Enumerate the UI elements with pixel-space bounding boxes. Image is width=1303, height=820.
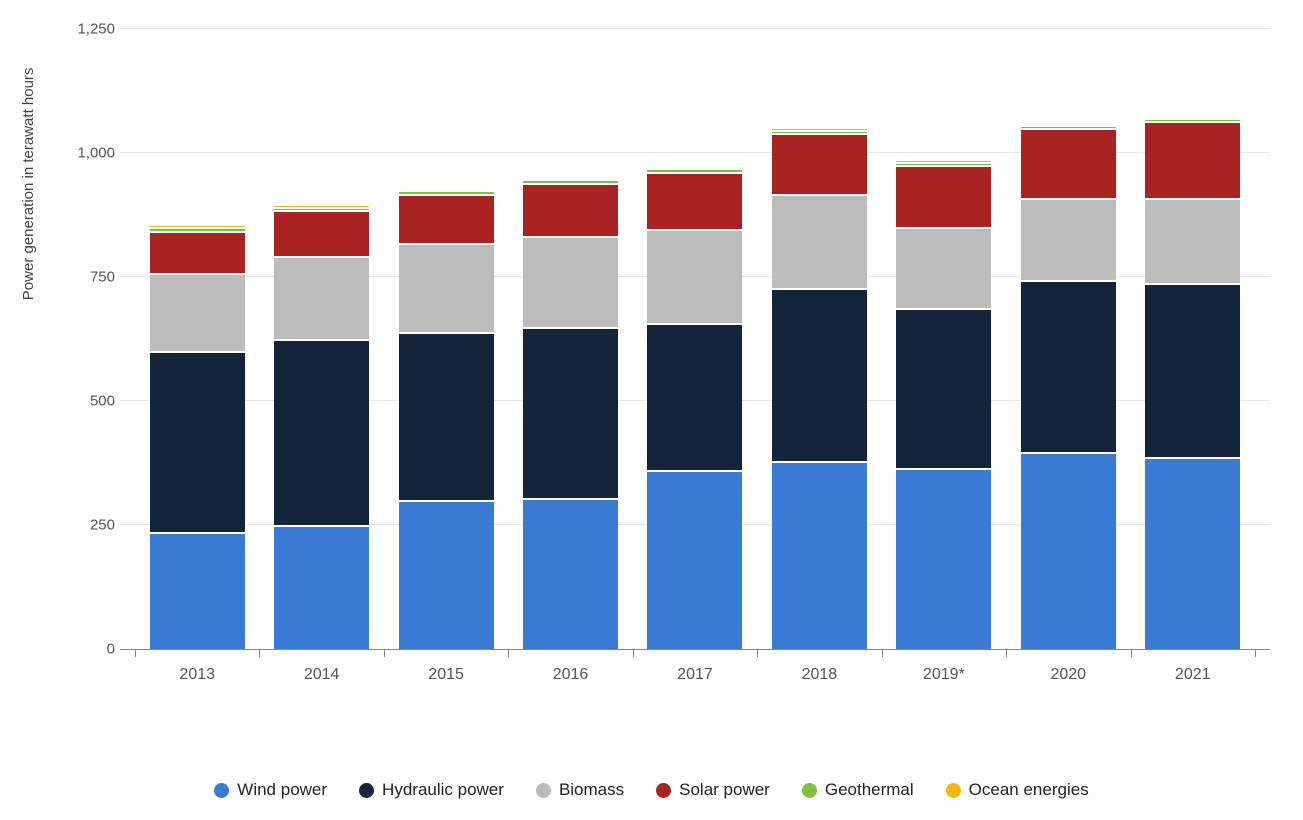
bar-segment-wind[interactable] bbox=[647, 470, 742, 649]
legend-item-wind[interactable]: Wind power bbox=[214, 780, 327, 800]
y-tick-label: 500 bbox=[65, 393, 115, 410]
bar-segment-hydraulic[interactable] bbox=[647, 323, 742, 471]
legend-swatch-icon bbox=[656, 783, 671, 798]
x-axis-label: 2015 bbox=[428, 666, 464, 684]
bar-segment-hydraulic[interactable] bbox=[896, 308, 991, 468]
x-axis-label: 2019* bbox=[923, 666, 965, 684]
x-axis-label: 2016 bbox=[553, 666, 589, 684]
x-tick bbox=[384, 649, 385, 657]
y-tick-label: 1,000 bbox=[65, 145, 115, 162]
legend-item-biomass[interactable]: Biomass bbox=[536, 780, 624, 800]
bar-segment-biomass[interactable] bbox=[896, 227, 991, 307]
bar-segment-hydraulic[interactable] bbox=[1021, 280, 1116, 451]
bar-segment-wind[interactable] bbox=[896, 468, 991, 649]
bar-segment-wind[interactable] bbox=[399, 500, 494, 649]
bar-segment-solar[interactable] bbox=[896, 165, 991, 227]
legend-label: Biomass bbox=[559, 780, 624, 800]
bar-group: 2015 bbox=[399, 190, 494, 649]
legend-item-hydraulic[interactable]: Hydraulic power bbox=[359, 780, 504, 800]
bar-segment-solar[interactable] bbox=[1021, 128, 1116, 197]
legend-label: Hydraulic power bbox=[382, 780, 504, 800]
bar-segment-solar[interactable] bbox=[772, 133, 867, 194]
bar-segment-biomass[interactable] bbox=[1021, 198, 1116, 281]
bar-group: 2019* bbox=[896, 161, 991, 649]
y-axis-label: Power generation in terawatt hours bbox=[20, 68, 37, 301]
bar-segment-hydraulic[interactable] bbox=[150, 351, 245, 532]
bar-group: 2016 bbox=[523, 179, 618, 649]
x-tick bbox=[1131, 649, 1132, 657]
legend-label: Solar power bbox=[679, 780, 770, 800]
gridline bbox=[120, 28, 1270, 29]
bar-segment-hydraulic[interactable] bbox=[523, 327, 618, 498]
x-tick bbox=[757, 649, 758, 657]
bar-segment-wind[interactable] bbox=[274, 525, 369, 649]
bar-group: 2014 bbox=[274, 206, 369, 649]
y-tick-label: 750 bbox=[65, 269, 115, 286]
bar-segment-hydraulic[interactable] bbox=[274, 339, 369, 525]
legend-swatch-icon bbox=[359, 783, 374, 798]
legend-swatch-icon bbox=[946, 783, 961, 798]
x-axis-label: 2018 bbox=[802, 666, 838, 684]
bar-segment-solar[interactable] bbox=[1145, 121, 1240, 198]
legend-item-geothermal[interactable]: Geothermal bbox=[802, 780, 914, 800]
legend-swatch-icon bbox=[802, 783, 817, 798]
bar-segment-biomass[interactable] bbox=[647, 229, 742, 322]
bar-segment-wind[interactable] bbox=[150, 532, 245, 649]
legend-item-solar[interactable]: Solar power bbox=[656, 780, 770, 800]
power-generation-chart: Power generation in terawatt hours 02505… bbox=[30, 20, 1273, 720]
y-tick-label: 0 bbox=[65, 641, 115, 658]
bar-segment-hydraulic[interactable] bbox=[772, 288, 867, 461]
x-tick bbox=[1255, 649, 1256, 657]
x-axis-label: 2013 bbox=[179, 666, 215, 684]
bar-segment-hydraulic[interactable] bbox=[1145, 283, 1240, 457]
x-tick bbox=[633, 649, 634, 657]
plot-area: 02505007501,0001,25020132014201520162017… bbox=[120, 30, 1270, 650]
bar-segment-wind[interactable] bbox=[1021, 452, 1116, 649]
bar-segment-biomass[interactable] bbox=[1145, 198, 1240, 283]
bar-segment-solar[interactable] bbox=[150, 231, 245, 273]
y-tick-label: 250 bbox=[65, 517, 115, 534]
x-axis-label: 2021 bbox=[1175, 666, 1211, 684]
bar-group: 2018 bbox=[772, 129, 867, 649]
bar-segment-wind[interactable] bbox=[523, 498, 618, 649]
bar-segment-hydraulic[interactable] bbox=[399, 332, 494, 501]
legend-label: Geothermal bbox=[825, 780, 914, 800]
x-tick bbox=[259, 649, 260, 657]
bar-group: 2013 bbox=[150, 226, 245, 649]
legend-item-ocean[interactable]: Ocean energies bbox=[946, 780, 1089, 800]
legend-label: Ocean energies bbox=[969, 780, 1089, 800]
legend-swatch-icon bbox=[214, 783, 229, 798]
bar-segment-solar[interactable] bbox=[399, 194, 494, 244]
bar-group: 2017 bbox=[647, 168, 742, 649]
bars-container: 2013 2014 2015 2016 2017 2018 2019* 2020 2021 bbox=[120, 30, 1270, 649]
x-tick bbox=[1006, 649, 1007, 657]
bar-segment-biomass[interactable] bbox=[772, 194, 867, 288]
x-tick bbox=[882, 649, 883, 657]
legend-label: Wind power bbox=[237, 780, 327, 800]
bar-segment-solar[interactable] bbox=[647, 172, 742, 229]
bar-group: 2021 bbox=[1145, 118, 1240, 649]
x-axis-label: 2020 bbox=[1050, 666, 1086, 684]
x-tick bbox=[135, 649, 136, 657]
bar-segment-solar[interactable] bbox=[523, 183, 618, 237]
x-axis-label: 2017 bbox=[677, 666, 713, 684]
bar-segment-wind[interactable] bbox=[772, 461, 867, 649]
bar-segment-biomass[interactable] bbox=[150, 273, 245, 351]
bar-segment-biomass[interactable] bbox=[523, 236, 618, 326]
x-axis-label: 2014 bbox=[304, 666, 340, 684]
chart-legend: Wind power Hydraulic power Biomass Solar po… bbox=[30, 780, 1273, 800]
bar-segment-biomass[interactable] bbox=[399, 243, 494, 331]
bar-segment-biomass[interactable] bbox=[274, 256, 369, 339]
bar-segment-wind[interactable] bbox=[1145, 457, 1240, 649]
y-tick-label: 1,250 bbox=[65, 21, 115, 38]
bar-segment-solar[interactable] bbox=[274, 210, 369, 256]
legend-swatch-icon bbox=[536, 783, 551, 798]
bar-group: 2020 bbox=[1021, 125, 1116, 649]
x-tick bbox=[508, 649, 509, 657]
